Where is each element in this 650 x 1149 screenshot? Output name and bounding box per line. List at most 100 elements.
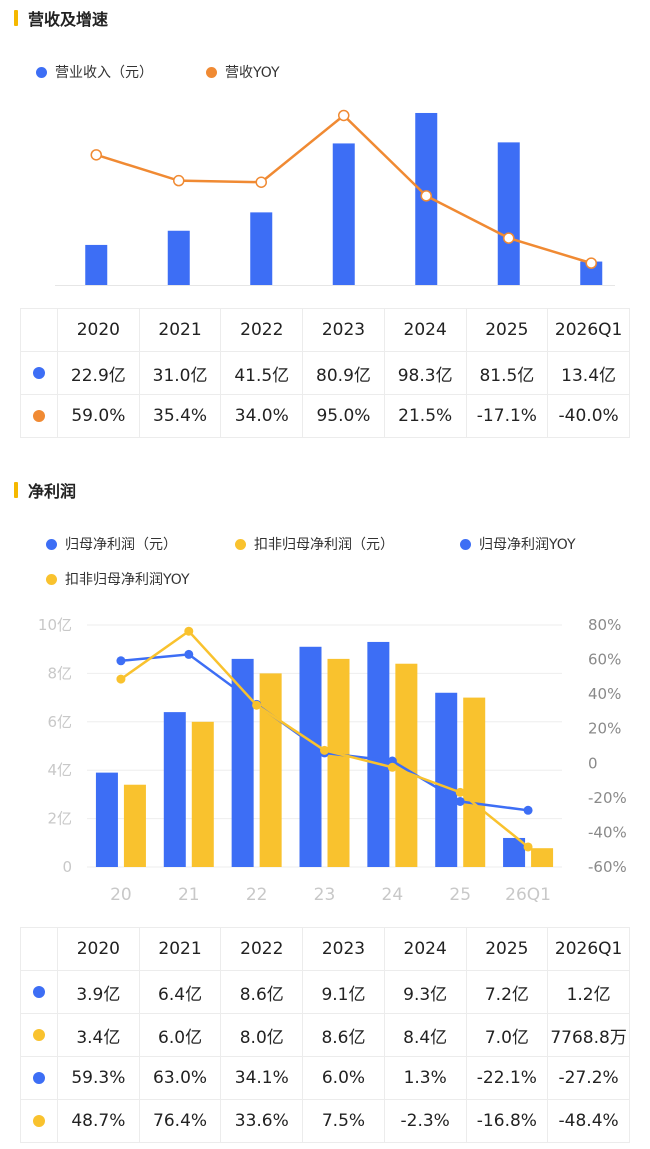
table-corner-cell <box>20 927 58 971</box>
table-cell: 3.4亿 <box>57 1013 140 1057</box>
table-header-cell: 2025 <box>465 308 549 352</box>
point-net-profit-yoy <box>523 805 533 815</box>
net-profit-table: 2020 2021 2022 2023 2024 2025 2026Q1 3.9亿 6.4亿 8.… <box>20 927 630 1143</box>
table-cell: 41.5亿 <box>220 351 304 395</box>
point-net-profit-yoy <box>184 649 194 659</box>
table-row-marker-cell <box>20 351 58 395</box>
table-cell: 95.0% <box>302 394 385 438</box>
legend-dot-icon <box>36 66 47 78</box>
table-cell: -48.4% <box>547 1099 630 1143</box>
point-deducted-net-profit-yoy <box>184 626 194 636</box>
point-deducted-net-profit-yoy <box>387 762 397 772</box>
table-cell: 59.0% <box>57 394 140 438</box>
y-right-tick-label: 0 <box>588 754 598 772</box>
table-cell: 7.2亿 <box>465 970 549 1014</box>
x-tick-label: 21 <box>178 885 200 905</box>
series-dot-icon <box>33 986 45 998</box>
legend-item-net-profit[interactable]: 归母净利润（元） <box>46 534 177 554</box>
bar-revenue <box>580 261 603 285</box>
y-left-tick-label: 8亿 <box>47 664 72 682</box>
table-row: 3.9亿 6.4亿 8.6亿 9.1亿 9.3亿 7.2亿 1.2亿 <box>20 970 630 1014</box>
table-header-cell: 2024 <box>383 927 467 971</box>
bar-deducted-net-profit <box>395 663 418 867</box>
table-header-cell: 2025 <box>465 927 549 971</box>
table-cell: 7768.8万 <box>547 1013 630 1057</box>
legend-item-net-profit-yoy[interactable]: 归母净利润YOY <box>460 534 576 554</box>
table-cell: -2.3% <box>383 1099 467 1143</box>
point-revenue-yoy <box>338 109 350 122</box>
legend-item-revenue[interactable]: 营业收入（元） <box>36 62 153 82</box>
x-tick-label: 23 <box>314 885 336 905</box>
series-dot-icon <box>33 1072 45 1084</box>
table-cell: 76.4% <box>138 1099 222 1143</box>
table-row-marker-cell <box>20 1099 58 1143</box>
series-dot-icon <box>33 1115 45 1127</box>
bar-deducted-net-profit <box>463 697 486 867</box>
table-cell: 6.0% <box>302 1056 385 1100</box>
y-left-tick-label: 0 <box>62 858 72 876</box>
table-header-cell: 2022 <box>220 927 304 971</box>
table-header-cell: 2023 <box>302 308 385 352</box>
point-revenue-yoy <box>585 257 597 269</box>
table-row-marker-cell <box>20 394 58 438</box>
point-revenue-yoy <box>173 174 185 187</box>
y-right-tick-label: 40% <box>588 685 621 703</box>
table-cell: 13.4亿 <box>547 351 630 395</box>
table-cell: 8.0亿 <box>220 1013 304 1057</box>
legend-label: 营业收入（元） <box>55 65 153 81</box>
title-accent-bar <box>14 482 18 498</box>
table-cell: 6.4亿 <box>138 970 222 1014</box>
y-left-tick-label: 6亿 <box>47 713 72 731</box>
table-row: 48.7% 76.4% 33.6% 7.5% -2.3% -16.8% -48.4% <box>20 1099 630 1143</box>
table-cell: -17.1% <box>465 394 549 438</box>
table-cell: 35.4% <box>138 394 222 438</box>
table-cell: 80.9亿 <box>302 351 385 395</box>
point-revenue-yoy <box>420 190 432 202</box>
legend-dot-icon <box>235 538 246 550</box>
table-header-cell: 2020 <box>57 308 140 352</box>
y-right-tick-label: -20% <box>588 789 627 807</box>
table-cell: 8.6亿 <box>302 1013 385 1057</box>
table-cell: 33.6% <box>220 1099 304 1143</box>
table-cell: 9.1亿 <box>302 970 385 1014</box>
table-cell: 9.3亿 <box>383 970 467 1014</box>
point-deducted-net-profit-yoy <box>523 842 533 852</box>
series-dot-icon <box>33 1029 45 1041</box>
y-right-tick-label: 80% <box>588 616 621 634</box>
y-right-tick-label: -60% <box>588 858 627 876</box>
table-cell: 8.6亿 <box>220 970 304 1014</box>
bar-net-profit <box>367 641 390 867</box>
bar-deducted-net-profit <box>531 848 554 867</box>
table-header-cell: 2021 <box>138 308 222 352</box>
table-cell: 8.4亿 <box>383 1013 467 1057</box>
bar-revenue <box>332 143 355 285</box>
table-corner-cell <box>20 308 58 352</box>
section-title-revenue: 营收及增速 <box>14 8 108 29</box>
table-cell: 34.0% <box>220 394 304 438</box>
x-tick-label: 22 <box>246 885 268 905</box>
x-tick-label: 25 <box>449 885 471 905</box>
point-revenue-yoy <box>503 232 515 244</box>
section-title-net-profit: 净利润 <box>14 480 76 501</box>
table-cell: -27.2% <box>547 1056 630 1100</box>
legend-item-deducted-net-profit-yoy[interactable]: 扣非归母净利润YOY <box>46 569 190 589</box>
revenue-table: 2020 2021 2022 2023 2024 2025 2026Q1 22.9亿 31.0亿… <box>20 308 630 438</box>
table-header-cell: 2023 <box>302 927 385 971</box>
point-deducted-net-profit-yoy <box>320 745 329 755</box>
legend-item-revenue-yoy[interactable]: 营收YOY <box>206 62 280 82</box>
legend-label: 扣非归母净利润（元） <box>254 537 394 553</box>
bar-revenue <box>250 212 273 285</box>
table-header-cell: 2020 <box>57 927 140 971</box>
table-cell: 1.3% <box>383 1056 467 1100</box>
table-row-marker-cell <box>20 970 58 1014</box>
bar-net-profit <box>503 837 526 867</box>
point-deducted-net-profit-yoy <box>455 787 465 797</box>
bar-deducted-net-profit <box>191 721 214 867</box>
table-cell: 7.0亿 <box>465 1013 549 1057</box>
table-cell: 98.3亿 <box>383 351 467 395</box>
y-left-tick-label: 10亿 <box>38 616 72 634</box>
table-row: 22.9亿 31.0亿 41.5亿 80.9亿 98.3亿 81.5亿 13.4亿 <box>20 351 630 395</box>
table-header-row: 2020 2021 2022 2023 2024 2025 2026Q1 <box>20 927 630 971</box>
legend-label: 扣非归母净利润YOY <box>65 572 190 588</box>
legend-item-deducted-net-profit[interactable]: 扣非归母净利润（元） <box>235 534 394 554</box>
